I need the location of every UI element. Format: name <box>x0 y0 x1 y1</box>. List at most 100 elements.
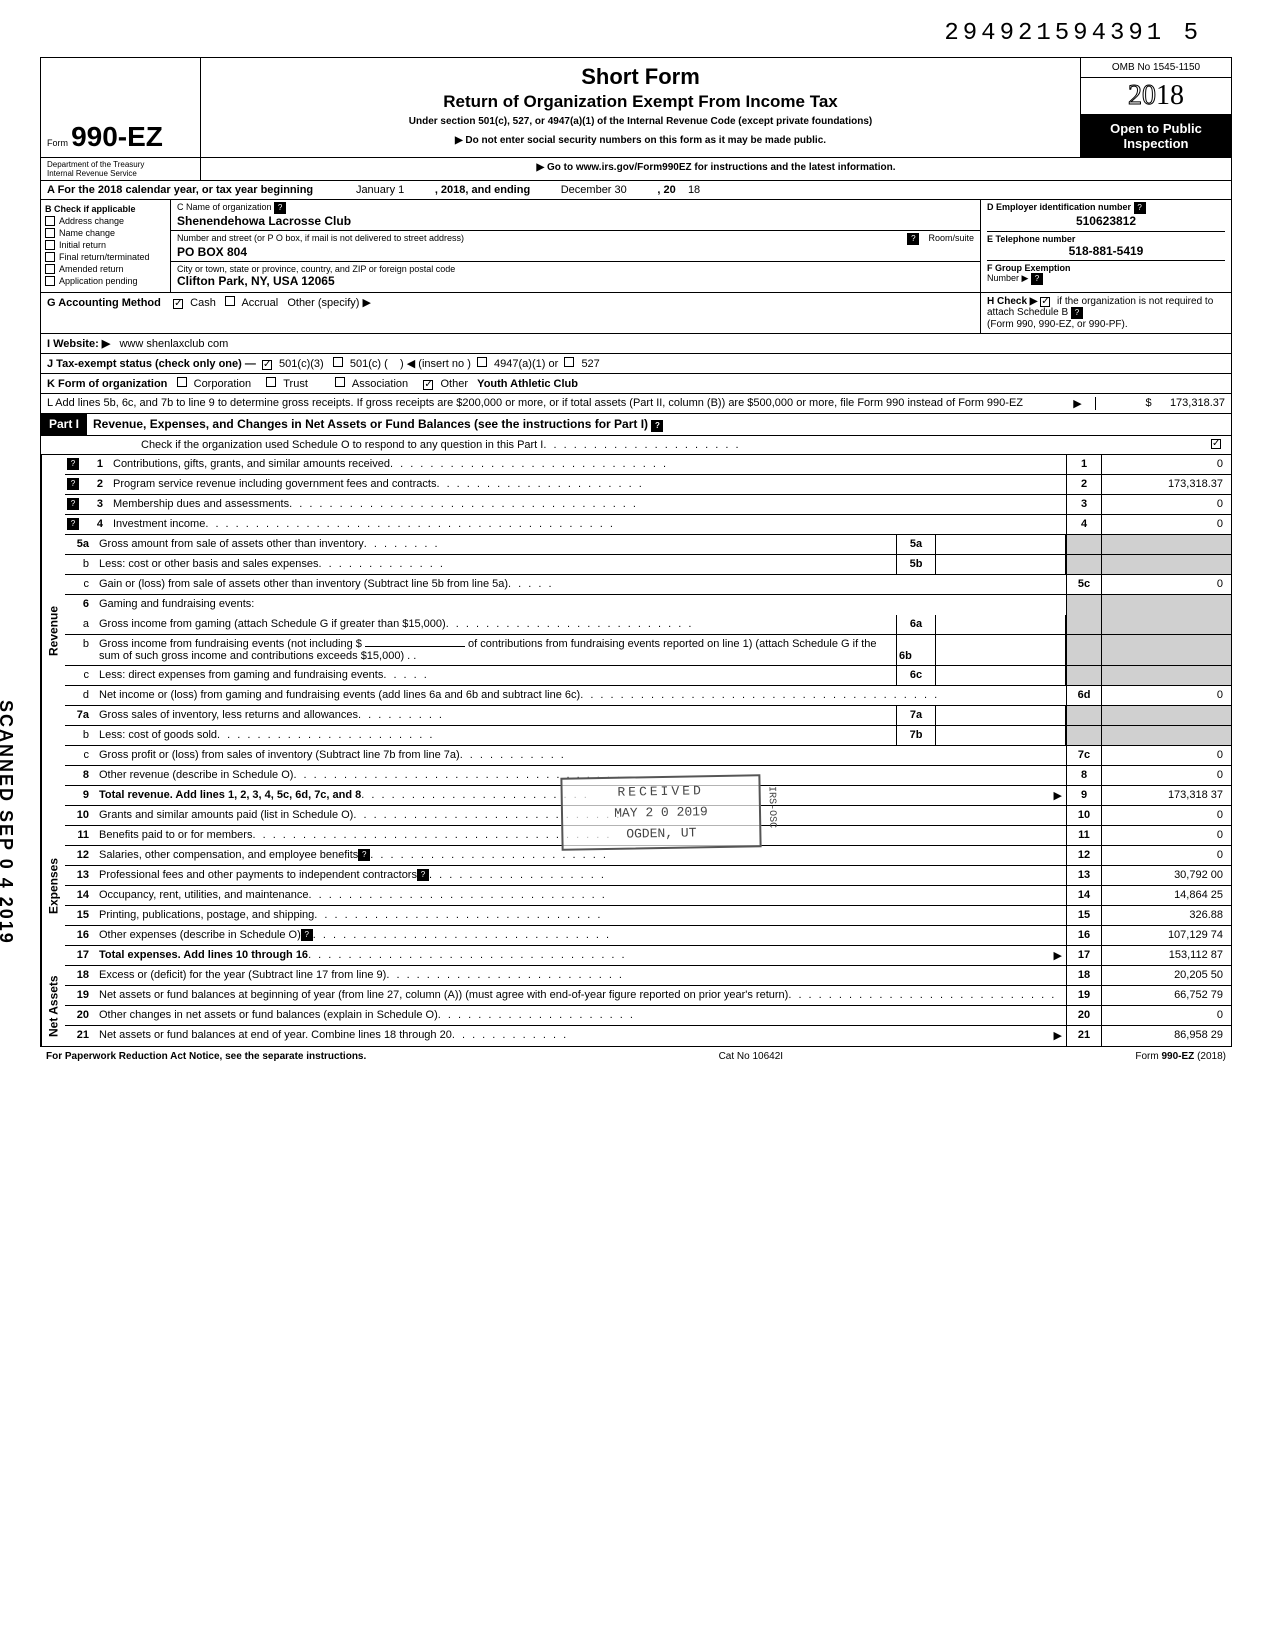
checkbox-other-org[interactable] <box>423 380 433 390</box>
form-title: Short Form <box>207 64 1074 90</box>
line-21-val: 86,958 29 <box>1101 1026 1231 1046</box>
dept-line1: Department of the Treasury <box>47 160 194 169</box>
line-1-val: 0 <box>1101 455 1231 474</box>
checkbox-name-change[interactable] <box>45 228 55 238</box>
checkbox-4947[interactable] <box>477 357 487 367</box>
checkbox-amended-return[interactable] <box>45 264 55 274</box>
checkbox-address-change[interactable] <box>45 216 55 226</box>
form-prefix: Form <box>47 138 68 148</box>
label-501c3: 501(c)(3) <box>279 358 324 370</box>
org-name: Shenendehowa Lacrosse Club <box>177 214 974 228</box>
line-9-num: 9 <box>65 786 95 805</box>
help-icon[interactable]: ? <box>67 498 79 510</box>
checkbox-cash[interactable] <box>173 299 183 309</box>
checkbox-501c[interactable] <box>333 357 343 367</box>
form-990ez: Form 990-EZ Short Form Return of Organiz… <box>40 57 1232 1047</box>
line-15-desc: Printing, publications, postage, and shi… <box>99 909 314 922</box>
checkbox-corporation[interactable] <box>177 377 187 387</box>
part1-check-text: Check if the organization used Schedule … <box>141 439 543 451</box>
line-1-num: 1 <box>79 455 109 474</box>
help-icon[interactable]: ? <box>67 518 79 530</box>
line-20-num: 20 <box>65 1006 95 1025</box>
label-address-change: Address change <box>59 216 124 226</box>
checkbox-trust[interactable] <box>266 377 276 387</box>
checkbox-schedule-b[interactable] <box>1040 297 1050 307</box>
line-13-box: 13 <box>1066 866 1101 885</box>
checkbox-501c3[interactable] <box>262 360 272 370</box>
e-label: E Telephone number <box>987 234 1075 244</box>
checkbox-association[interactable] <box>335 377 345 387</box>
line-6a-box: 6a <box>896 615 936 634</box>
line-12-box: 12 <box>1066 846 1101 865</box>
under-section: Under section 501(c), 527, or 4947(a)(1)… <box>207 116 1074 127</box>
c-label: C Name of organization <box>177 202 272 212</box>
form-identifier: Form 990-EZ <box>41 58 201 157</box>
line-7b-midval <box>936 726 1066 745</box>
j-label: J Tax-exempt status (check only one) — <box>47 358 256 370</box>
stamp-side: IRS-OSC <box>766 786 778 828</box>
checkbox-final-return[interactable] <box>45 252 55 262</box>
help-icon[interactable]: ? <box>1071 307 1083 319</box>
line-8-val: 0 <box>1101 766 1231 785</box>
line-19-num: 19 <box>65 986 95 1005</box>
help-icon[interactable]: ? <box>651 420 663 432</box>
help-icon[interactable]: ? <box>907 233 919 245</box>
help-icon[interactable]: ? <box>1134 202 1146 214</box>
year-suffix: 18 <box>1156 80 1184 111</box>
line-17-val: 153,112 87 <box>1101 946 1231 965</box>
form-subtitle: Return of Organization Exempt From Incom… <box>207 92 1074 112</box>
line-16-box: 16 <box>1066 926 1101 945</box>
line-6a-endbox <box>1066 615 1101 634</box>
line-10-val: 0 <box>1101 806 1231 825</box>
row-a-prefix: A For the 2018 calendar year, or tax yea… <box>47 184 313 196</box>
checkbox-accrual[interactable] <box>225 296 235 306</box>
line-13-desc: Professional fees and other payments to … <box>99 869 417 882</box>
line-20-val: 0 <box>1101 1006 1231 1025</box>
line-7a-num: 7a <box>65 706 95 725</box>
line-5a-num: 5a <box>65 535 95 554</box>
line-7c-num: c <box>65 746 95 765</box>
checkbox-527[interactable] <box>564 357 574 367</box>
line-5c-box: 5c <box>1066 575 1101 594</box>
checkbox-schedule-o[interactable] <box>1211 439 1221 449</box>
help-icon[interactable]: ? <box>67 478 79 490</box>
help-icon[interactable]: ? <box>417 869 429 881</box>
line-10-desc: Grants and similar amounts paid (list in… <box>99 809 353 822</box>
help-icon[interactable]: ? <box>301 929 313 941</box>
row-h: H Check ▶ if the organization is not req… <box>981 293 1231 333</box>
label-amended-return: Amended return <box>59 264 124 274</box>
help-icon[interactable]: ? <box>1031 273 1043 285</box>
omb-number: OMB No 1545-1150 <box>1081 58 1231 78</box>
received-stamp: RECEIVED MAY 2 0 2019 OGDEN, UT IRS-OSC <box>560 774 761 850</box>
line-5a-endbox <box>1066 535 1101 554</box>
line-9-val: 173,318 37 <box>1101 786 1231 805</box>
stamp-date: MAY 2 0 2019 <box>575 804 747 822</box>
help-icon[interactable]: ? <box>67 458 79 470</box>
label-527: 527 <box>581 358 599 370</box>
help-icon[interactable]: ? <box>274 202 286 214</box>
line-11-num: 11 <box>65 826 95 845</box>
line-6-desc: Gaming and fundraising events: <box>95 595 1066 615</box>
row-a-tax-year: A For the 2018 calendar year, or tax yea… <box>41 181 1231 200</box>
line-5c-desc: Gain or (loss) from sale of assets other… <box>99 578 508 591</box>
line-10-box: 10 <box>1066 806 1101 825</box>
section-revenue: Revenue <box>41 455 65 806</box>
checkbox-initial-return[interactable] <box>45 240 55 250</box>
line-8-num: 8 <box>65 766 95 785</box>
line-14-box: 14 <box>1066 886 1101 905</box>
line-18-desc: Excess or (deficit) for the year (Subtra… <box>99 969 386 982</box>
help-icon[interactable]: ? <box>358 849 370 861</box>
row-g: G Accounting Method Cash Accrual Other (… <box>41 293 981 333</box>
line-6b-endbox <box>1066 635 1101 665</box>
line-12-desc: Salaries, other compensation, and employ… <box>99 849 358 862</box>
footer-form: 990-EZ <box>1162 1051 1195 1062</box>
part1-title-block: Revenue, Expenses, and Changes in Net As… <box>87 414 1231 435</box>
row-l: L Add lines 5b, 6c, and 7b to line 9 to … <box>41 394 1231 414</box>
line-13-val: 30,792 00 <box>1101 866 1231 885</box>
line-5a-desc: Gross amount from sale of assets other t… <box>99 538 364 551</box>
checkbox-application-pending[interactable] <box>45 276 55 286</box>
g-label: G Accounting Method <box>47 297 161 309</box>
line-12-num: 12 <box>65 846 95 865</box>
addr-label: Number and street (or P O box, if mail i… <box>177 233 907 245</box>
line-6a-midval <box>936 615 1066 634</box>
